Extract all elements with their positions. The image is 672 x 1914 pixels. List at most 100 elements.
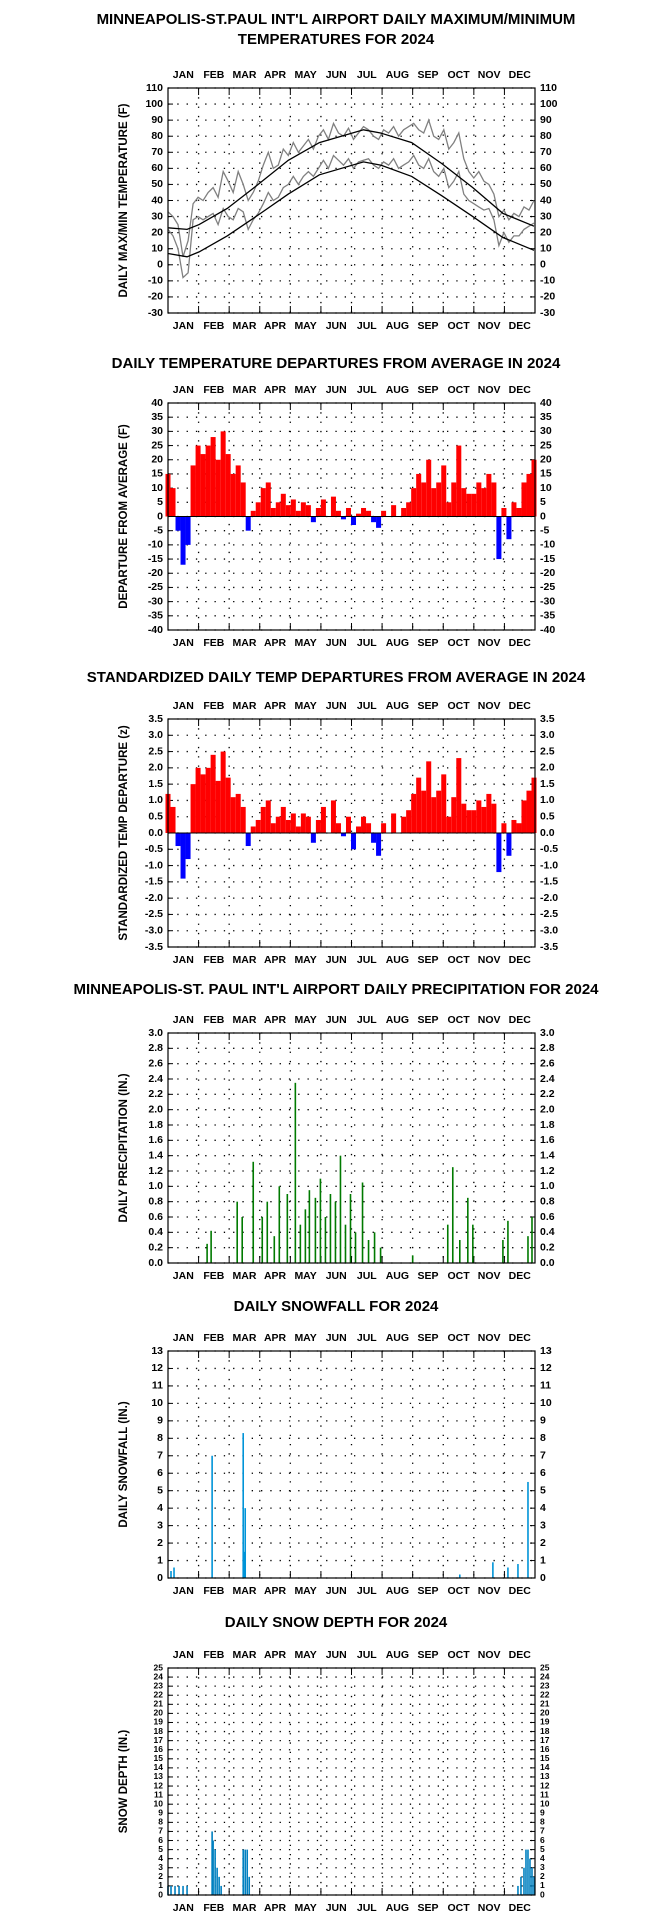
bar (354, 1232, 357, 1263)
bar (294, 1082, 297, 1263)
bar (517, 1885, 519, 1895)
month-label-bottom: JUL (357, 1270, 377, 1282)
month-label-bottom: JAN (173, 1585, 194, 1597)
y-tick-label-right: 90 (540, 114, 552, 126)
bar (240, 482, 246, 517)
bar (446, 816, 452, 833)
y-tick-label-right: 2.8 (540, 1042, 555, 1054)
y-tick-label: 20 (154, 1708, 164, 1718)
month-label-bottom: JUN (326, 1585, 347, 1597)
month-label-bottom: NOV (478, 954, 501, 966)
bar (334, 1201, 337, 1263)
y-tick-label-right: 22 (540, 1689, 550, 1699)
y-tick-label: 3.5 (148, 713, 163, 725)
bar (195, 767, 201, 833)
bar (373, 1232, 376, 1263)
bar (211, 1455, 213, 1578)
y-tick-label: 10 (151, 1397, 163, 1409)
y-tick-label: -20 (148, 567, 163, 579)
month-label-bottom: FEB (203, 320, 224, 332)
bar (527, 1481, 529, 1578)
y-axis-label: DAILY SNOWFALL (IN.) (118, 1401, 130, 1527)
y-axis-label: DEPARTURE FROM AVERAGE (F) (118, 424, 130, 609)
y-tick-label: 15 (151, 468, 163, 480)
month-label-bottom: JAN (173, 1902, 194, 1914)
bar (220, 1885, 222, 1895)
y-tick-label: 13 (151, 1345, 163, 1357)
month-label-top: NOV (478, 384, 501, 396)
y-tick-label: -10 (148, 275, 163, 287)
bar (245, 833, 251, 847)
month-label-bottom: APR (264, 637, 287, 649)
bar (486, 473, 492, 517)
y-tick-label-right: 25 (540, 1662, 550, 1672)
y-tick-label-right: -30 (540, 595, 555, 607)
y-tick-label: 25 (151, 439, 163, 451)
month-label-top: JAN (173, 384, 194, 396)
bar (236, 1201, 238, 1263)
y-tick-label: 1.5 (148, 778, 163, 790)
bar (190, 784, 196, 833)
bar (330, 800, 336, 833)
y-tick-label-right: 1.0 (540, 794, 555, 806)
month-label-bottom: OCT (447, 1902, 470, 1914)
y-tick-label-right: -35 (540, 610, 555, 622)
bar (210, 754, 216, 833)
bar (243, 1551, 246, 1578)
y-tick-label: -20 (148, 291, 163, 303)
y-tick-label: 7 (157, 1450, 163, 1462)
plot-frame (167, 718, 536, 948)
y-tick-label: 0.5 (148, 810, 163, 822)
y-tick-label: 70 (151, 146, 163, 158)
bar (248, 1876, 251, 1895)
bar (275, 816, 281, 833)
bar (345, 507, 351, 517)
bar (215, 780, 221, 833)
bar (304, 1209, 307, 1263)
y-tick-label: 50 (151, 178, 163, 190)
month-label-top: AUG (386, 1014, 409, 1026)
bar (211, 1831, 213, 1895)
bar (205, 445, 211, 517)
y-tick-label: 0.2 (148, 1241, 163, 1253)
bar (426, 459, 432, 517)
y-tick-label-right: 2 (540, 1537, 546, 1549)
bar (451, 797, 457, 833)
month-label-top: APR (264, 1014, 287, 1026)
bar (308, 1190, 311, 1263)
month-label-top: SEP (417, 69, 438, 81)
bar (314, 1197, 317, 1263)
y-tick-label: -10 (148, 539, 163, 551)
chart-title: TEMPERATURES FOR 2024 (238, 31, 435, 48)
month-label-top: AUG (386, 384, 409, 396)
bar (200, 774, 206, 833)
bar (376, 833, 382, 856)
y-tick-label: -1.0 (145, 859, 163, 871)
y-tick-label-right: -15 (540, 553, 555, 565)
bar (451, 482, 457, 517)
y-tick-label: 2.0 (148, 1103, 163, 1115)
bar (466, 493, 472, 517)
bar (320, 806, 326, 833)
month-label-top: SEP (417, 1649, 438, 1661)
bar (367, 1240, 370, 1263)
y-tick-label: 9 (157, 1415, 163, 1427)
y-tick-label: 90 (151, 114, 163, 126)
bar (225, 777, 231, 833)
bar (174, 1885, 176, 1895)
y-tick-label-right: 20 (540, 1708, 550, 1718)
bar (421, 790, 427, 833)
month-label-bottom: JUN (326, 1270, 347, 1282)
month-label-top: JUL (357, 69, 377, 81)
y-tick-label: 110 (146, 82, 163, 94)
month-label-bottom: FEB (203, 1270, 224, 1282)
y-tick-label: 8 (158, 1817, 163, 1827)
y-tick-label: 2.4 (148, 1073, 163, 1085)
bar (212, 1840, 214, 1895)
month-label-bottom: AUG (386, 320, 409, 332)
bar (245, 516, 251, 531)
month-label-bottom: JAN (173, 1270, 194, 1282)
month-label-top: MAY (294, 69, 316, 81)
y-tick-label-right: 5 (540, 1484, 546, 1496)
bar (299, 1224, 302, 1263)
